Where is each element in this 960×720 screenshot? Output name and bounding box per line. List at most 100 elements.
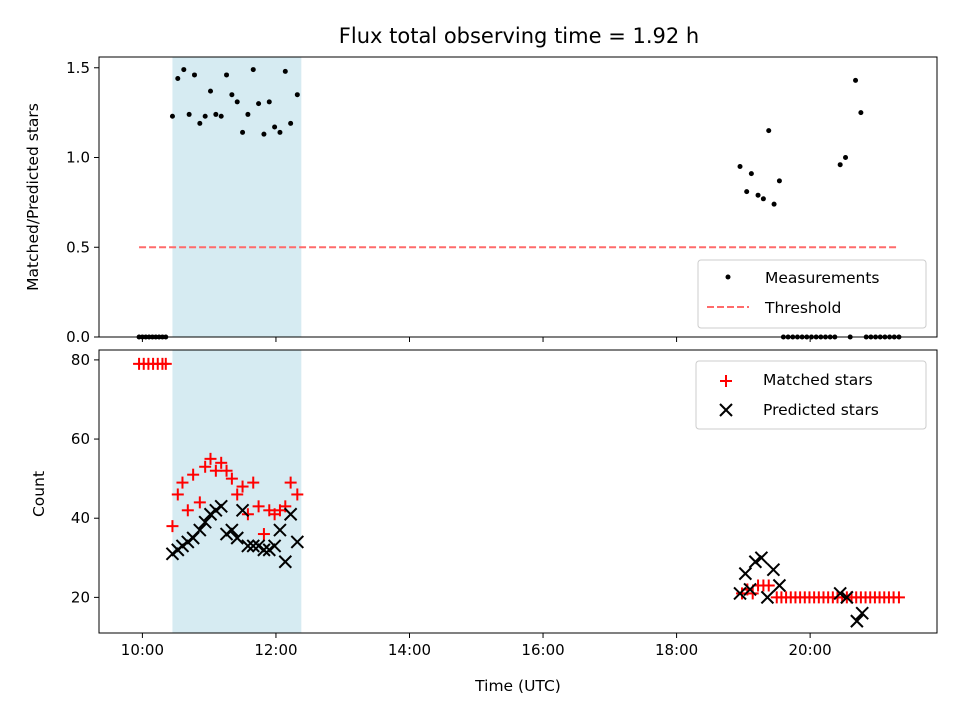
predicted-stars-point xyxy=(193,523,207,537)
legend-predicted-label: Predicted stars xyxy=(763,401,879,419)
predicted-stars-point xyxy=(290,535,305,549)
matched-stars-point xyxy=(231,488,244,501)
bottom-plot-marks xyxy=(133,357,905,628)
x-tick-label: 12:00 xyxy=(254,641,297,659)
top-y-tick-label: 0.5 xyxy=(66,238,90,256)
measurement-point xyxy=(175,76,181,82)
bottom-axes-frame xyxy=(98,349,938,634)
matched-stars-point xyxy=(220,464,233,477)
bottom-panel: 10:00 12:00 14:00 16:00 18:00 20:00 20 40 60 80 C… xyxy=(30,349,938,695)
measurement-point xyxy=(837,162,843,168)
measurement-point xyxy=(843,155,849,161)
legend-threshold-label: Threshold xyxy=(764,299,841,317)
measurement-point xyxy=(234,99,240,105)
measurement-point xyxy=(282,68,288,74)
predicted-stars-point xyxy=(257,543,271,557)
predicted-stars-point xyxy=(733,586,747,601)
predicted-stars-point xyxy=(267,539,282,553)
measurement-point xyxy=(213,111,219,117)
predicted-stars-point xyxy=(748,555,763,569)
predicted-stars-point xyxy=(241,539,255,553)
predicted-stars-point xyxy=(235,503,250,518)
matched-stars-point xyxy=(176,476,189,489)
predicted-stars-point xyxy=(278,555,293,569)
x-tick-label: 20:00 xyxy=(789,641,832,659)
measurement-point xyxy=(737,163,743,169)
measurement-point xyxy=(744,189,750,195)
top-y-tick-label: 1.0 xyxy=(66,149,90,167)
measurement-point xyxy=(224,72,230,78)
x-tick-label: 14:00 xyxy=(388,641,431,659)
matched-stars-point xyxy=(291,488,304,501)
matched-stars-point xyxy=(204,452,217,465)
matched-stars-point xyxy=(193,496,206,509)
legend-measurements-marker xyxy=(725,274,731,280)
bottom-y-tick-label: 40 xyxy=(71,509,90,527)
bottom-y-tick-label: 80 xyxy=(71,351,90,369)
x-tick-label: 18:00 xyxy=(655,641,698,659)
matched-stars-point xyxy=(209,464,222,477)
bottom-y-axis-label: Count xyxy=(30,471,48,517)
predicted-stars-point xyxy=(246,539,260,553)
bottom-axis-ticks: 10:00 12:00 14:00 16:00 18:00 20:00 20 40 60 80 xyxy=(71,351,832,659)
top-y-tick-label: 1.5 xyxy=(66,59,90,77)
measurement-point xyxy=(776,178,782,184)
bottom-y-tick-label: 60 xyxy=(71,430,90,448)
predicted-stars-point xyxy=(214,499,228,514)
measurement-point xyxy=(261,131,267,137)
matched-stars-point xyxy=(225,472,238,485)
measurement-point xyxy=(288,120,294,126)
predicted-stars-point xyxy=(273,523,287,537)
measurement-point xyxy=(240,129,246,135)
matched-stars-point xyxy=(236,480,249,493)
measurement-point xyxy=(294,92,300,98)
measurement-point xyxy=(266,99,272,105)
measurement-point xyxy=(272,124,278,130)
predicted-stars-point xyxy=(738,566,753,581)
measurement-point xyxy=(245,111,251,117)
measurement-point xyxy=(191,72,197,78)
legend-matched-label: Matched stars xyxy=(763,371,873,389)
matched-stars-point xyxy=(247,476,260,489)
predicted-stars-point xyxy=(743,582,757,597)
matched-stars-point xyxy=(279,500,292,513)
measurement-point xyxy=(218,113,224,119)
measurement-point xyxy=(858,110,864,116)
predicted-stars-point xyxy=(840,590,854,605)
predicted-stars-point xyxy=(833,586,847,601)
predicted-stars-point xyxy=(850,614,864,628)
predicted-stars-point xyxy=(283,507,298,521)
predicted-stars-point xyxy=(766,562,781,577)
matched-stars-point xyxy=(159,357,172,370)
measurement-point xyxy=(277,129,283,135)
top-legend: Measurements Threshold xyxy=(697,259,927,329)
measurement-point xyxy=(202,113,208,119)
measurement-point xyxy=(766,128,772,134)
measurement-point xyxy=(169,113,175,119)
matched-stars-point xyxy=(166,520,179,533)
legend-matched-marker xyxy=(720,375,732,387)
measurement-point xyxy=(748,171,754,177)
top-panel: 0.0 0.5 1.0 1.5 Matched/Predicted stars Mea… xyxy=(24,56,938,346)
top-y-tick-label: 0.0 xyxy=(66,328,90,346)
bottom-legend-box xyxy=(695,360,927,430)
x-axis-label: Time (UTC) xyxy=(474,677,561,695)
x-tick-label: 10:00 xyxy=(121,641,164,659)
predicted-stars-point xyxy=(198,515,212,529)
figure-title: Flux total observing time = 1.92 h xyxy=(339,24,699,48)
matched-stars-point xyxy=(284,476,297,489)
bottom-legend: Matched stars Predicted stars xyxy=(695,360,927,430)
measurement-point xyxy=(181,67,187,73)
matched-stars-point xyxy=(199,460,212,473)
x-tick-label: 16:00 xyxy=(521,641,564,659)
measurement-point xyxy=(853,77,859,83)
legend-predicted-marker xyxy=(719,403,733,417)
matched-stars-point xyxy=(171,488,184,501)
matched-stars-point xyxy=(187,468,200,481)
measurement-point xyxy=(771,201,777,207)
top-axes-frame xyxy=(98,56,938,338)
measurement-point xyxy=(229,92,235,98)
measurement-point xyxy=(197,120,203,126)
matched-stars-point xyxy=(252,500,265,513)
